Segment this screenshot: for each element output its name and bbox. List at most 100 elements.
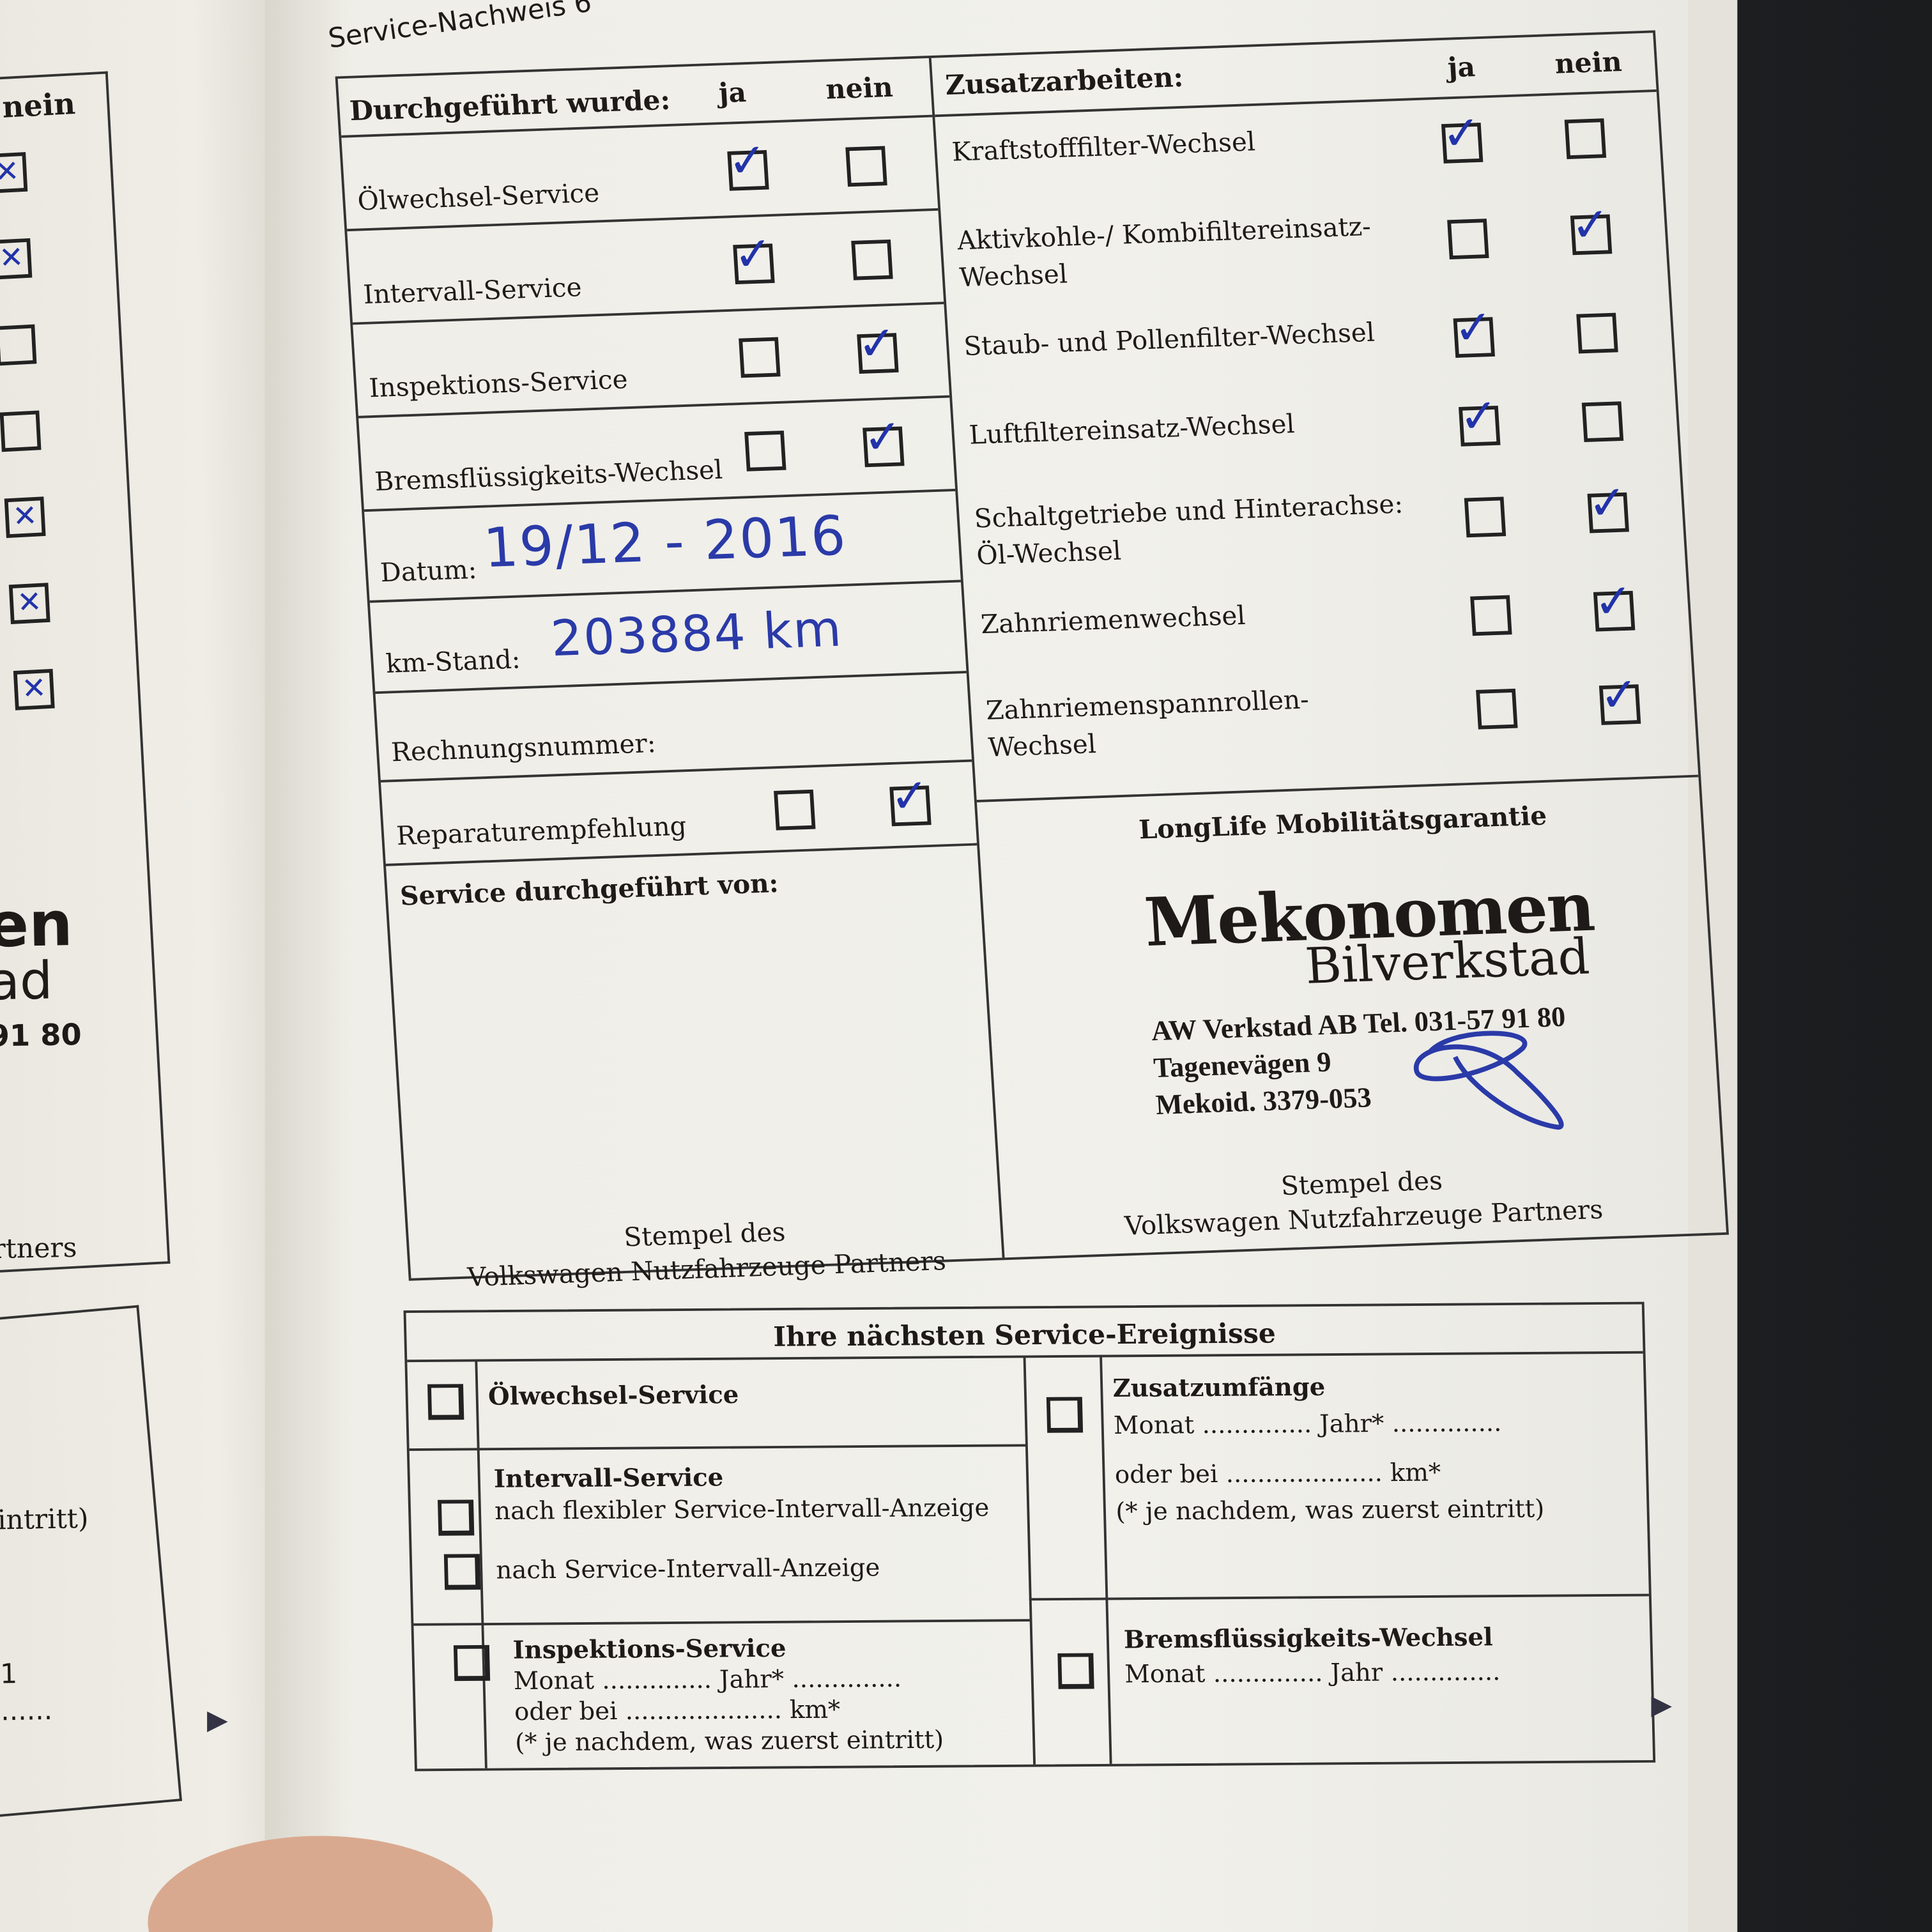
oelwechsel-next-checkbox[interactable] [427,1384,464,1420]
left-page-checkbox[interactable]: ✕ [0,152,28,194]
ja-checkbox[interactable] [739,337,781,378]
stamp-fragment: 91 80 [0,1017,82,1054]
longlife-label: LongLife Mobilitätsgarantie [1138,799,1548,845]
check-mark-icon: ✓ [1592,573,1635,629]
nein-checkbox[interactable]: ✓ [1598,667,1641,725]
inspektion-next-checkbox[interactable] [453,1644,491,1682]
ja-checkbox[interactable] [1470,595,1512,636]
nein-checkbox[interactable]: ✓ [1592,574,1636,632]
performed-column: Durchgeführt wurde: ja nein Ölwechsel-Se… [337,57,1005,1292]
left-page-checkbox[interactable]: ✕ [13,668,55,710]
ja-checkbox[interactable]: ✓ [732,226,775,285]
signature [1414,1031,1564,1130]
service-record-table: Durchgeführt wurde: ja nein Ölwechsel-Se… [335,30,1729,1292]
extra-work-label: Zahnriemenspannrollen- Wechsel [985,684,1310,763]
extra-work-header-label: Zusatzarbeiten: [944,61,1184,102]
left-page-next-table [0,1305,182,1821]
left-page-checkbox[interactable]: ✕ [0,238,33,280]
nein-header: nein [825,72,894,107]
check-mark-icon: ✓ [855,316,899,372]
nein-checkbox[interactable]: ✓ [856,316,899,374]
service-label: Intervall-Service [362,272,583,310]
extra-work-label: Schaltgetriebe und Hinterachse: Öl-Wechs… [973,489,1404,571]
check-mark-icon: ✓ [1452,300,1495,356]
ja-checkbox[interactable] [1464,496,1506,538]
next-events-title: Ihre nächsten Service-Ereignisse [406,1304,1643,1363]
nein-header: nein [1554,46,1623,81]
nein-checkbox[interactable] [845,146,887,187]
inspektion-line-2: oder bei .................... km* [514,1694,841,1726]
next-service-events-table: Ihre nächsten Service-Ereignisse Ölwechs… [403,1301,1656,1772]
caption-fragment: rtners [0,1233,77,1266]
km-stand-value[interactable]: 203884 km [549,601,845,668]
stamp-logo-line-2: Bilverkstad [1303,929,1591,996]
ja-checkbox[interactable]: ✓ [1440,105,1483,164]
nein-checkbox[interactable] [1581,401,1624,442]
ja-checkbox[interactable] [1447,218,1489,260]
brems-next-block: Bremsflüssigkeits-Wechsel Monat ........… [1123,1620,1501,1691]
zusatz-next-block: Zusatzumfänge Monat .............. Jahr*… [1112,1367,1545,1529]
check-mark-icon: ✓ [1598,667,1641,723]
text-fragment: 1 [0,1659,18,1691]
service-label: Ölwechsel-Service [356,178,601,217]
check-mark-icon: ✓ [1586,475,1629,531]
divider [1100,1354,1112,1764]
nein-checkbox[interactable] [851,239,893,280]
brems-next-checkbox[interactable] [1057,1653,1094,1689]
service-label: Inspektions-Service [368,364,629,403]
left-page-checkbox[interactable]: ✕ [4,496,46,539]
check-mark-icon: ✓ [726,132,769,188]
zusatz-title: Zusatzumfänge [1112,1372,1326,1403]
text-fragment: ...... [0,1696,53,1728]
left-page-table: nein ✕ ✕ ✕ ✕ ✕ [0,71,171,1274]
intervall-standard-checkbox[interactable] [443,1554,481,1590]
page-edge [1688,0,1738,1932]
left-page-checkbox[interactable] [0,410,42,452]
divider [1029,1593,1649,1601]
brems-line-1: Monat .............. Jahr .............. [1124,1656,1501,1689]
intervall-option-1: nach flexibler Service-Intervall-Anzeige [494,1492,990,1526]
rechnungsnummer-label: Rechnungsnummer: [390,728,657,767]
check-mark-icon: ✓ [1440,105,1483,161]
nein-checkbox[interactable]: ✓ [1586,475,1629,533]
nein-checkbox[interactable]: ✓ [889,769,931,827]
nein-checkbox[interactable]: ✓ [1569,197,1613,256]
service-label: Bremsflüssigkeits-Wechsel [374,455,724,497]
intervall-title: Intervall-Service [493,1462,724,1494]
zusatz-next-checkbox[interactable] [1046,1397,1084,1433]
extra-work-label: Kraftstofffilter-Wechsel [951,126,1257,167]
check-mark-icon: ✓ [861,409,905,465]
datum-label: Datum: [379,555,478,588]
nein-checkbox[interactable] [1564,118,1607,160]
extra-work-row: Zahnriemenspannrollen- Wechsel ✓ [969,650,1698,799]
stamp-area-left: Service durchgeführt von: Stempel des Vo… [386,845,1004,1307]
divider [1023,1355,1036,1765]
zusatz-line-2: oder bei .................... km* [1114,1457,1441,1489]
datum-value[interactable]: 19/12 - 2016 [482,505,849,581]
intervall-next-block: Intervall-Service nach flexibler Service… [493,1459,991,1586]
left-page-checkbox[interactable] [0,324,37,366]
divider [409,1444,1026,1451]
ja-checkbox[interactable] [774,789,816,831]
nein-checkbox[interactable] [1576,312,1618,354]
extra-work-label: Aktivkohle-/ Kombifiltereinsatz- Wechsel [956,211,1372,293]
intervall-flexible-checkbox[interactable] [438,1499,475,1536]
ja-checkbox[interactable]: ✓ [1457,388,1501,447]
ja-checkbox[interactable]: ✓ [726,133,769,191]
ja-checkbox[interactable] [1476,688,1518,730]
ja-checkbox[interactable] [744,430,786,471]
brems-title: Bremsflüssigkeits-Wechsel [1123,1621,1494,1655]
ja-checkbox[interactable]: ✓ [1452,300,1495,358]
ja-header: ja [717,77,747,110]
check-mark-icon: ✓ [732,226,775,282]
inspektion-title: Inspektions-Service [512,1633,787,1665]
extra-work-label: Staub- und Pollenfilter-Wechsel [963,318,1376,362]
inspektion-next-block: Inspektions-Service Monat ..............… [512,1632,944,1758]
reparaturempfehlung-label: Reparaturempfehlung [395,811,687,851]
nein-checkbox[interactable]: ✓ [862,410,905,468]
stamp-area-right: LongLife Mobilitätsgarantie Mekonomen Bi… [977,777,1726,1257]
stamp-left-caption: Stempel des Volkswagen Nutzfahrzeuge Par… [408,1209,1004,1296]
left-page-checkbox[interactable]: ✕ [8,583,50,624]
intervall-option-2: nach Service-Intervall-Anzeige [495,1552,880,1585]
left-page-nein-header: nein [1,85,77,125]
